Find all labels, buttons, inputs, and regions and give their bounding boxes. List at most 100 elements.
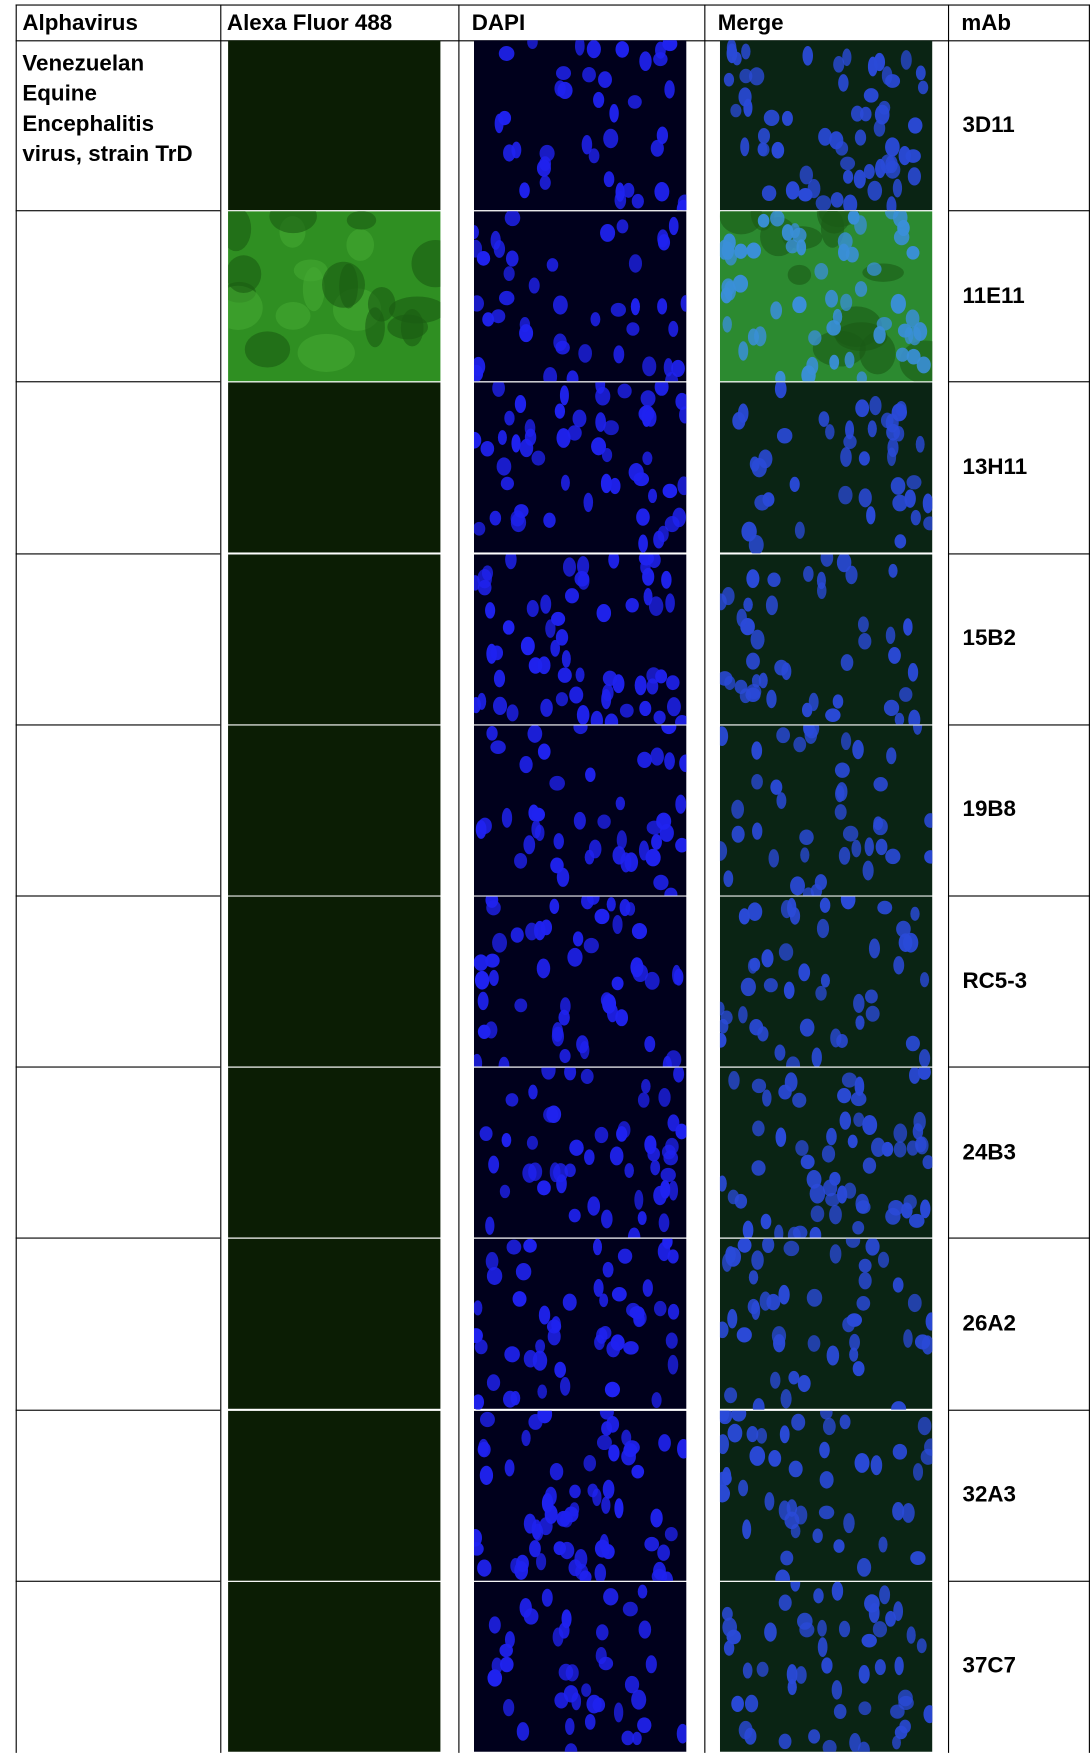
- nucleus: [895, 1656, 904, 1675]
- nucleus: [737, 1328, 752, 1343]
- nucleus: [603, 129, 618, 149]
- mab-label: 32A3: [963, 1480, 1016, 1510]
- row-border: [948, 210, 1090, 211]
- nucleus: [761, 949, 773, 967]
- nucleus: [550, 1463, 563, 1480]
- nucleus: [637, 1717, 651, 1733]
- nucleus: [602, 994, 616, 1014]
- nucleus: [562, 650, 571, 668]
- nucleus: [557, 1510, 571, 1526]
- nucleus: [739, 908, 750, 924]
- mab-label: 24B3: [963, 1138, 1016, 1168]
- nucleus: [519, 182, 530, 198]
- nucleus: [766, 595, 778, 615]
- nucleus: [845, 352, 855, 368]
- nucleus: [478, 579, 492, 594]
- nucleus: [823, 1180, 837, 1197]
- nucleus: [610, 1147, 624, 1166]
- nucleus: [727, 1309, 737, 1329]
- nucleus: [522, 1164, 536, 1183]
- nucleus: [632, 923, 647, 939]
- nucleus: [613, 346, 624, 364]
- nucleus: [569, 1484, 580, 1498]
- nucleus: [837, 1186, 847, 1204]
- nucleus: [893, 1443, 907, 1459]
- micrograph: [474, 725, 686, 895]
- nucleus: [646, 1655, 657, 1673]
- micrograph-background: [228, 1068, 440, 1238]
- nucleus: [477, 1559, 491, 1576]
- row-border: [16, 1067, 221, 1068]
- nucleus: [722, 1617, 737, 1636]
- micrograph-background: [228, 1582, 440, 1752]
- micrograph-background: [228, 383, 440, 553]
- nucleus: [758, 214, 770, 228]
- nucleus: [573, 410, 587, 428]
- nucleus: [817, 1620, 827, 1637]
- nucleus: [795, 1140, 808, 1156]
- nucleus: [855, 400, 869, 418]
- nucleus: [901, 50, 912, 70]
- texture: [276, 302, 311, 330]
- nucleus: [494, 669, 505, 687]
- nucleus: [793, 737, 806, 752]
- micrograph: [228, 725, 440, 895]
- nucleus: [574, 812, 586, 830]
- nucleus: [671, 360, 685, 377]
- nucleus: [798, 1375, 811, 1392]
- micrograph: [474, 1582, 686, 1752]
- nucleus: [474, 954, 488, 971]
- nucleus: [887, 439, 898, 458]
- nucleus: [587, 40, 601, 58]
- micrograph: [228, 1068, 440, 1238]
- nucleus: [607, 897, 616, 911]
- nucleus: [554, 1362, 566, 1378]
- micrograph-background: [228, 554, 440, 724]
- nucleus: [886, 747, 896, 764]
- nucleus: [486, 900, 500, 915]
- nucleus: [587, 1197, 600, 1216]
- nucleus: [780, 1425, 790, 1443]
- nucleus: [499, 46, 515, 61]
- nucleus: [603, 1588, 618, 1605]
- nucleus: [765, 1492, 775, 1511]
- nucleus: [819, 412, 830, 428]
- nucleus: [657, 1544, 670, 1560]
- nucleus: [741, 978, 756, 996]
- nucleus: [798, 188, 812, 201]
- mab-label: 3D11: [963, 110, 1015, 140]
- nucleus: [898, 1689, 913, 1706]
- nucleus: [911, 510, 921, 526]
- nucleus: [503, 620, 515, 634]
- nucleus: [659, 1214, 670, 1233]
- nucleus: [528, 1414, 542, 1430]
- nucleus: [815, 986, 826, 1001]
- micrograph-background: [720, 1239, 932, 1409]
- nucleus: [515, 395, 526, 413]
- nucleus: [504, 411, 514, 426]
- nucleus: [601, 1496, 610, 1513]
- nucleus: [593, 1239, 602, 1256]
- nucleus: [730, 104, 741, 117]
- nucleus: [640, 559, 650, 574]
- nucleus: [618, 1121, 631, 1138]
- nucleus: [775, 1044, 786, 1060]
- column-border: [458, 4, 459, 1752]
- mab-label: 15B2: [963, 624, 1016, 654]
- nucleus: [731, 800, 744, 819]
- nucleus: [888, 563, 897, 577]
- nucleus: [829, 355, 839, 370]
- nucleus: [618, 384, 632, 399]
- nucleus: [495, 114, 504, 134]
- nucleus: [764, 110, 780, 126]
- nucleus: [596, 1328, 607, 1344]
- nucleus: [503, 144, 515, 161]
- table-border: [16, 4, 1090, 5]
- nucleus: [757, 1662, 769, 1677]
- nucleus: [792, 297, 806, 314]
- nucleus: [561, 475, 570, 491]
- nucleus: [632, 194, 644, 209]
- nucleus: [843, 170, 853, 184]
- nucleus: [485, 1217, 494, 1235]
- nucleus: [644, 1036, 655, 1052]
